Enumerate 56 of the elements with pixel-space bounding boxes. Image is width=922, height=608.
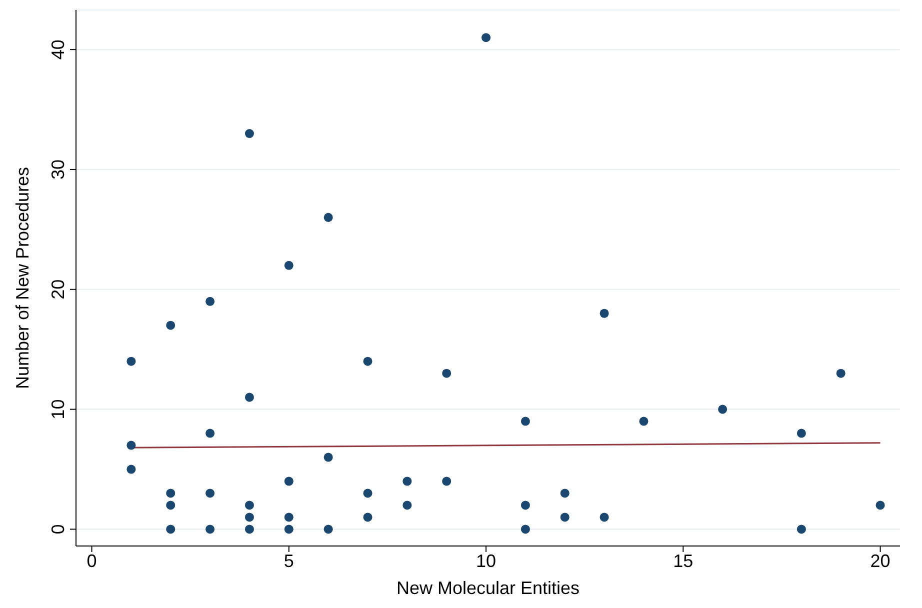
- point: [520, 416, 530, 426]
- x-tick-label: 10: [476, 550, 496, 571]
- point: [284, 524, 294, 534]
- point: [126, 464, 136, 474]
- point: [718, 404, 728, 414]
- point: [402, 500, 412, 510]
- y-tick-label: 40: [48, 40, 68, 60]
- point: [244, 129, 254, 138]
- point: [363, 356, 372, 366]
- point: [324, 212, 333, 222]
- point: [363, 512, 372, 522]
- point: [600, 512, 609, 522]
- y-tick-label: 10: [48, 399, 68, 420]
- point: [284, 512, 294, 522]
- point: [442, 476, 452, 486]
- point: [166, 524, 176, 534]
- point: [206, 524, 215, 534]
- y-tick-label: 0: [48, 524, 68, 534]
- point: [442, 368, 452, 378]
- x-axis-title: New Molecular Entities: [396, 578, 580, 598]
- x-tick-label: 5: [284, 550, 294, 571]
- point: [206, 488, 215, 498]
- point: [284, 476, 294, 486]
- y-tick-label: 30: [48, 159, 68, 180]
- x-tick-label: 20: [870, 550, 890, 571]
- y-tick-label: 20: [48, 279, 68, 300]
- point: [520, 524, 530, 534]
- point: [244, 500, 254, 510]
- point: [836, 368, 846, 378]
- point: [244, 524, 254, 534]
- point: [363, 488, 372, 498]
- point: [166, 488, 176, 498]
- point: [244, 512, 254, 522]
- point: [206, 296, 215, 306]
- x-tick-label: 15: [673, 550, 694, 571]
- point: [520, 500, 530, 510]
- y-axis-title: Number of New Procedures: [12, 166, 32, 390]
- point: [244, 392, 254, 402]
- point: [126, 356, 136, 366]
- point: [324, 452, 333, 462]
- point: [126, 440, 136, 450]
- point: [284, 260, 294, 270]
- point: [482, 33, 491, 42]
- x-tick-label: 0: [86, 550, 97, 571]
- point: [206, 428, 215, 438]
- point: [560, 512, 570, 522]
- point: [600, 308, 609, 318]
- point: [166, 500, 176, 510]
- point: [402, 476, 412, 486]
- point: [560, 488, 570, 498]
- point: [796, 524, 806, 534]
- point: [796, 428, 806, 438]
- point: [639, 416, 648, 426]
- point: [324, 524, 333, 534]
- point: [876, 500, 885, 510]
- point: [166, 320, 176, 330]
